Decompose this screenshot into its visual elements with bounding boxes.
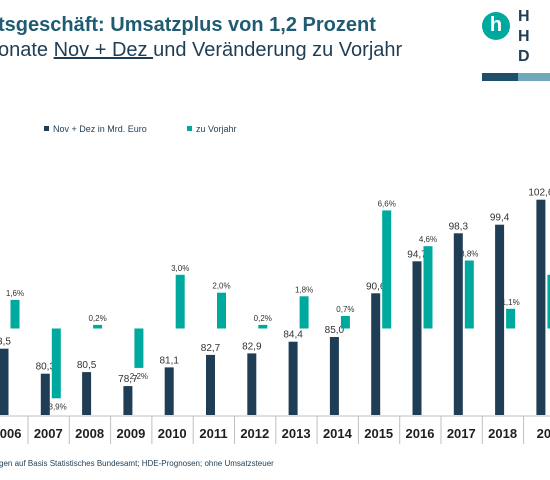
- sales-bar: [164, 367, 174, 415]
- legend-swatch-change: [187, 126, 192, 131]
- sales-chart: Nov + Dez in Mrd. Euro zu Vorjahr 3,5 1,6…: [0, 124, 550, 444]
- source-footnote: gen auf Basis Statistisches Bundesamt; H…: [0, 459, 274, 468]
- change-value-label: 1,1%: [501, 298, 519, 307]
- sales-value-label: 78,7: [118, 374, 138, 385]
- sales-value-label: 94,7: [407, 249, 427, 260]
- change-value-label: 4,6%: [419, 235, 437, 244]
- sales-bar: [495, 224, 505, 415]
- year-label: 2015: [364, 426, 393, 441]
- change-value-label: -3,9%: [46, 402, 67, 411]
- change-value-label: 3,0%: [171, 264, 189, 273]
- change-bar: [299, 296, 309, 329]
- change-bar: [134, 328, 144, 368]
- change-value-label: 1,6%: [6, 289, 24, 298]
- year-label: 2017: [447, 426, 476, 441]
- subtitle-end: und Veränderung zu Vorjahr: [153, 39, 403, 61]
- logo-letter-1: H: [518, 8, 530, 25]
- change-value-label: 1,8%: [295, 285, 313, 294]
- sales-bar: [536, 199, 546, 415]
- year-label: 2016: [406, 426, 435, 441]
- sales-value-label: 90,6: [366, 281, 386, 292]
- sales-bar: [288, 341, 298, 415]
- sales-bar: [206, 354, 215, 415]
- change-bar: [93, 324, 103, 329]
- sales-value-label: 99,4: [490, 213, 510, 224]
- header-band-dark: [482, 73, 518, 81]
- legend-swatch-sales: [44, 126, 49, 131]
- subtitle-start: onate: [0, 39, 54, 61]
- year-label: 2013: [282, 426, 311, 441]
- change-value-label: 0,2%: [88, 314, 106, 323]
- sales-bar: [247, 353, 257, 415]
- change-bar: [258, 324, 268, 329]
- legend-label-change: zu Vorjahr: [196, 124, 237, 134]
- logo-letter-2: H: [518, 28, 530, 45]
- change-bar: [10, 299, 20, 329]
- page-subtitle: onate Nov + Dez und Veränderung zu Vorja…: [0, 39, 402, 62]
- year-label: 2011: [199, 426, 227, 441]
- year-label: 2018: [488, 426, 517, 441]
- change-bar: [175, 274, 185, 329]
- sales-bar: [123, 386, 133, 415]
- sales-bar: [329, 337, 339, 415]
- page-title: tsgeschäft: Umsatzplus von 1,2 Prozent: [0, 14, 376, 36]
- sales-value-label: 81,1: [159, 355, 179, 366]
- year-label: 2007: [34, 426, 63, 441]
- change-bar: [217, 292, 226, 329]
- change-bar: [423, 246, 433, 329]
- year-label: 2012: [240, 426, 269, 441]
- sales-value-label: 84,4: [283, 330, 303, 341]
- header-band-light: [518, 73, 550, 81]
- sales-value-label: 98,3: [449, 221, 469, 232]
- sales-bar: [0, 348, 9, 415]
- sales-bar: [453, 233, 463, 415]
- change-value-label: 2,0%: [212, 282, 230, 291]
- change-bar: [464, 260, 474, 329]
- sales-value-label: 102,6: [528, 188, 550, 199]
- change-bar: [382, 210, 392, 329]
- sales-value-label: 82,7: [201, 343, 221, 354]
- change-bar: [51, 328, 61, 399]
- hde-logo: h H H D: [480, 6, 550, 66]
- change-bar: [547, 274, 550, 329]
- change-value-label: 0,7%: [336, 305, 354, 314]
- change-bar: [340, 316, 350, 329]
- sales-bar: [40, 373, 50, 415]
- sales-value-label: 80,5: [77, 360, 97, 371]
- change-value-label: 0,2%: [254, 314, 272, 323]
- logo-letter-3: D: [518, 48, 530, 65]
- sales-value-label: 80,3: [36, 362, 56, 373]
- year-label: 2006: [0, 426, 21, 441]
- sales-value-label: 85,0: [325, 325, 345, 336]
- logo-circle-icon: h: [482, 12, 510, 40]
- legend-label-sales: Nov + Dez in Mrd. Euro: [53, 124, 147, 134]
- sales-bar: [412, 261, 422, 415]
- change-value-label: 2,2%: [130, 372, 148, 381]
- year-label: 20: [537, 426, 550, 441]
- change-value-label: 6,6%: [378, 199, 396, 208]
- sales-bar: [371, 293, 381, 415]
- subtitle-period: Nov + Dez: [53, 39, 154, 61]
- year-label: 2009: [116, 426, 145, 441]
- sales-value-label: 3,5: [0, 337, 11, 348]
- sales-bar: [82, 372, 92, 415]
- change-bar: [506, 308, 516, 329]
- year-label: 2014: [323, 426, 353, 441]
- change-value-label: 3,8%: [460, 250, 478, 259]
- year-label: 2010: [158, 426, 187, 441]
- year-label: 2008: [75, 426, 104, 441]
- sales-value-label: 82,9: [242, 341, 262, 352]
